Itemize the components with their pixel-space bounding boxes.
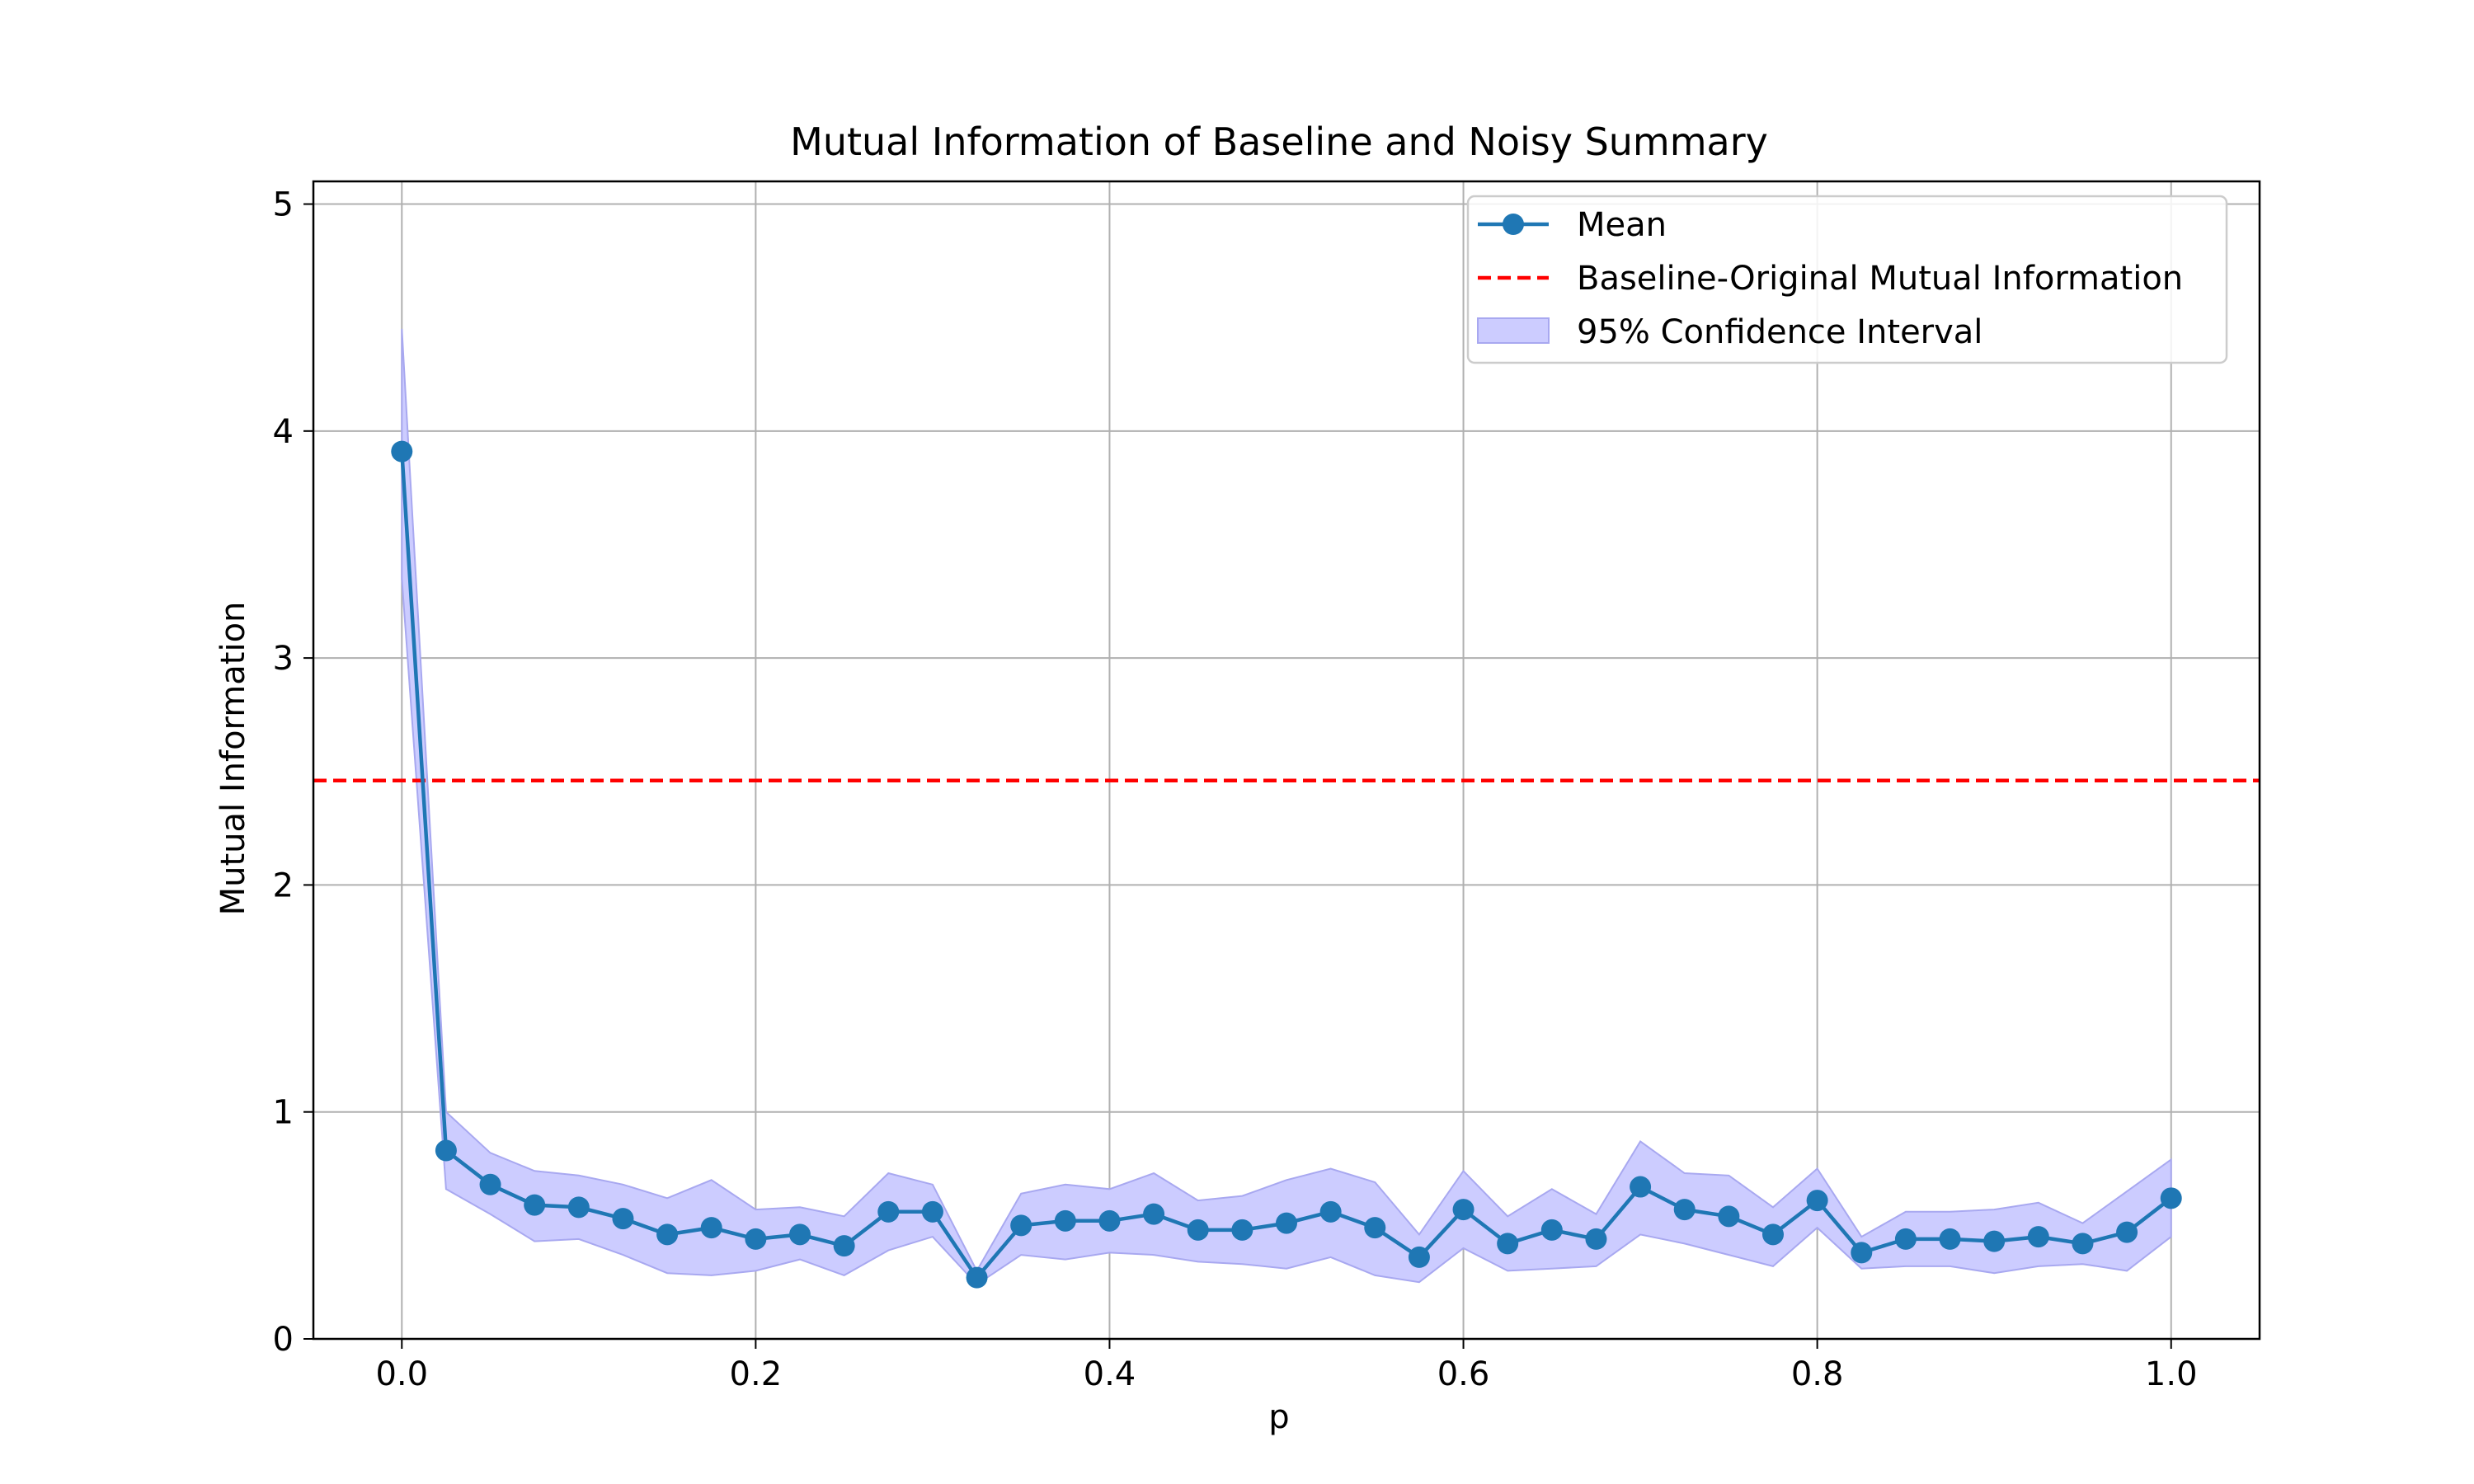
mean-point-17: [1143, 1203, 1165, 1225]
legend-mean-label: Mean: [1577, 206, 1667, 244]
mean-point-19: [1231, 1219, 1253, 1241]
mean-point-15: [1054, 1209, 1076, 1232]
mean-point-4: [567, 1196, 590, 1219]
legend-baseline-label: Baseline-Original Mutual Information: [1577, 260, 2183, 298]
mean-point-0: [391, 440, 413, 463]
legend: Mean Baseline-Original Mutual Informatio…: [1466, 195, 2228, 364]
mean-point-7: [700, 1217, 722, 1239]
mean-point-27: [1585, 1228, 1607, 1250]
mean-point-31: [1762, 1223, 1784, 1246]
confidence-band-area: [401, 328, 2172, 1286]
x-tick-label-5: 1.0: [2145, 1355, 2198, 1393]
mean-point-32: [1806, 1190, 1828, 1212]
mean-point-9: [789, 1223, 811, 1246]
mean-point-16: [1098, 1209, 1121, 1232]
chart-title: Mutual Information of Baseline and Noisy…: [790, 120, 1768, 164]
mean-point-33: [1851, 1242, 1873, 1264]
y-axis-ticks: 0 1 2 3 4 5: [273, 186, 313, 1359]
mean-point-36: [1983, 1230, 2006, 1252]
legend-box: [1466, 195, 2228, 364]
y-tick-label-3: 3: [273, 640, 294, 678]
y-axis-label: Mutual Information: [214, 602, 252, 916]
mean-point-5: [612, 1208, 634, 1230]
mean-point-40: [2160, 1187, 2182, 1209]
legend-ci-label: 95% Confidence Interval: [1577, 313, 1982, 351]
mean-point-2: [479, 1173, 501, 1195]
mean-point-10: [833, 1235, 855, 1257]
y-tick-label-1: 1: [273, 1094, 294, 1132]
mean-point-28: [1630, 1176, 1652, 1198]
mean-series: [391, 440, 2182, 1289]
mean-point-26: [1540, 1219, 1563, 1241]
y-tick-label-4: 4: [273, 413, 294, 451]
mean-point-11: [877, 1200, 900, 1223]
plot-frame: [312, 180, 2261, 1341]
mean-point-38: [2072, 1233, 2094, 1255]
x-tick-label-1: 0.2: [730, 1355, 783, 1393]
y-tick-label-0: 0: [273, 1321, 294, 1359]
x-tick-label-0: 0.0: [375, 1355, 428, 1393]
mean-point-18: [1187, 1219, 1209, 1241]
mean-point-21: [1319, 1200, 1342, 1223]
legend-mean-marker: [1503, 214, 1524, 235]
mean-point-14: [1010, 1214, 1032, 1237]
mean-point-22: [1364, 1217, 1386, 1239]
legend-ci-swatch: [1477, 317, 1550, 344]
mean-point-30: [1718, 1205, 1740, 1228]
x-axis-label: p: [1268, 1398, 1289, 1436]
mean-point-6: [656, 1223, 679, 1246]
x-tick-label-2: 0.4: [1084, 1355, 1136, 1393]
confidence-band: [401, 328, 2172, 1286]
y-tick-label-2: 2: [273, 866, 294, 904]
mean-point-13: [966, 1266, 988, 1289]
x-axis-ticks: 0.0 0.2 0.4 0.6 0.8 1.0: [375, 1339, 2198, 1393]
mean-point-23: [1408, 1246, 1430, 1268]
mean-point-39: [2116, 1221, 2138, 1243]
mean-point-8: [745, 1228, 767, 1250]
mean-point-35: [1939, 1228, 1961, 1250]
mean-point-12: [921, 1200, 943, 1223]
mean-point-29: [1673, 1199, 1696, 1221]
mean-point-20: [1276, 1212, 1297, 1234]
mean-point-1: [435, 1139, 457, 1162]
mean-point-24: [1452, 1199, 1475, 1221]
mean-point-25: [1497, 1233, 1519, 1255]
x-tick-label-4: 0.8: [1791, 1355, 1844, 1393]
mean-point-3: [524, 1194, 546, 1216]
mean-point-34: [1894, 1228, 1917, 1250]
mean-point-37: [2027, 1226, 2049, 1248]
y-tick-label-5: 5: [273, 186, 294, 224]
x-tick-label-3: 0.6: [1437, 1355, 1490, 1393]
